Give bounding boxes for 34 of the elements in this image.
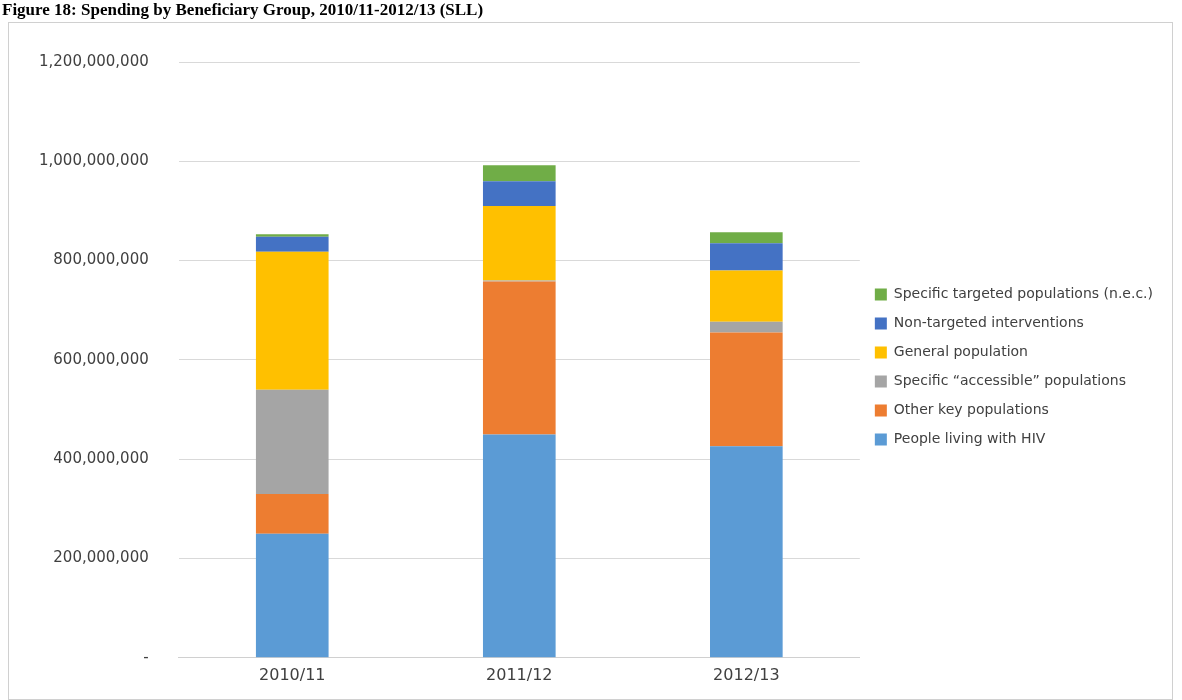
x-tick-label: 2011/12 xyxy=(486,664,553,684)
bar xyxy=(710,321,783,333)
legend-label: Specific targeted populations (n.e.c.) xyxy=(893,285,1154,302)
bar xyxy=(482,165,556,182)
y-tick-label: 200,000,000 xyxy=(53,548,149,567)
x-tick-label: 2010/11 xyxy=(259,664,326,684)
y-tick-label: 600,000,000 xyxy=(53,349,149,368)
bar xyxy=(255,251,329,390)
bar xyxy=(255,533,329,658)
bar xyxy=(255,389,329,494)
bar xyxy=(710,270,783,322)
legend-label: Non-targeted interventions xyxy=(893,314,1084,331)
y-tick-label: - xyxy=(143,647,149,666)
bar xyxy=(482,205,556,281)
x-tick-label: 2012/13 xyxy=(713,664,780,684)
y-tick-label: 800,000,000 xyxy=(53,250,149,269)
chart-title: Figure 18: Spending by Beneficiary Group, 2010/11-2012/13 (SLL) xyxy=(2,0,484,20)
bar xyxy=(710,446,783,658)
legend-label: People living with HIV xyxy=(893,430,1046,447)
y-tick-label: 1,200,000,000 xyxy=(38,51,149,70)
bar xyxy=(255,493,329,534)
bar xyxy=(482,281,556,435)
bar xyxy=(710,332,783,447)
y-tick-label: 1,000,000,000 xyxy=(38,151,149,170)
bar xyxy=(482,434,556,658)
y-tick-label: 400,000,000 xyxy=(53,449,149,468)
legend-label: General population xyxy=(893,343,1028,360)
bar xyxy=(482,181,556,206)
bar xyxy=(255,234,329,237)
bar xyxy=(710,243,783,271)
legend-label: Other key populations xyxy=(893,401,1049,418)
bar xyxy=(710,232,783,244)
bar xyxy=(255,236,329,252)
legend-label: Specific “accessible” populations xyxy=(893,372,1126,389)
